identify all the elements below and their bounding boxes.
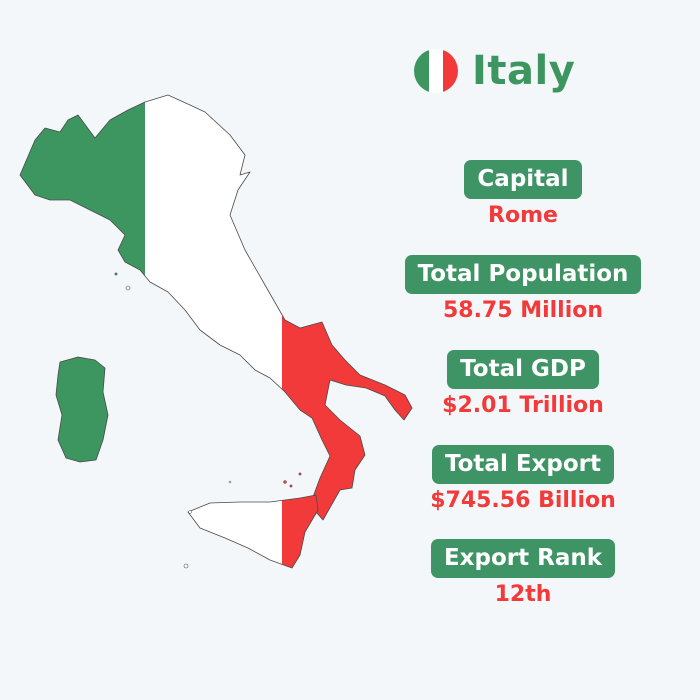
stat-label: Total Population: [404, 255, 642, 294]
stat-total-export: Total Export $745.56 Billion: [413, 445, 633, 514]
stat-label: Total GDP: [447, 350, 599, 389]
stat-value: 58.75 Million: [442, 298, 604, 323]
stat-export-rank: Export Rank 12th: [413, 539, 633, 608]
italy-map-icon: [19, 94, 413, 569]
stat-total-population: Total Population 58.75 Million: [404, 255, 642, 324]
stat-value: $2.01 Trillion: [442, 393, 604, 418]
stat-label: Export Rank: [430, 539, 616, 578]
stat-value: Rome: [488, 203, 558, 228]
stat-label: Total Export: [432, 445, 614, 484]
stat-label: Capital: [464, 160, 582, 199]
country-name: Italy: [472, 48, 576, 94]
stat-capital: Capital Rome: [413, 160, 633, 229]
stat-value: 12th: [494, 582, 552, 607]
stat-value: $745.56 Billion: [430, 488, 616, 513]
country-title: Italy: [414, 48, 575, 94]
stat-total-gdp: Total GDP $2.01 Trillion: [413, 350, 633, 419]
italy-flag-icon: [414, 49, 458, 93]
